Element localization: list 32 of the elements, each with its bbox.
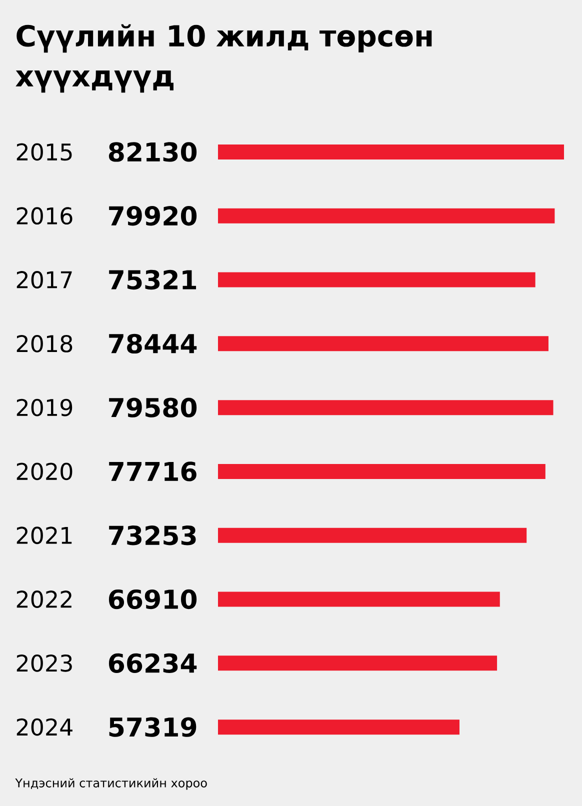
y-tick-label: 2022 <box>16 590 72 608</box>
bar <box>218 464 546 479</box>
y-tick-label: 2015 <box>16 143 72 161</box>
y-tick-label: 2024 <box>16 718 72 736</box>
data-label: 79580 <box>109 398 197 418</box>
chart-title: Сүүлийн 10 жилд төрсөн хүүхдүүд <box>16 24 432 93</box>
data-label: 66910 <box>108 589 197 610</box>
bar <box>218 400 554 416</box>
data-label: 75321 <box>109 270 196 290</box>
bar <box>218 720 460 735</box>
bar <box>218 656 498 671</box>
y-tick-label: 2023 <box>16 654 72 672</box>
bar <box>218 592 500 607</box>
y-tick-label: 2016 <box>16 207 72 225</box>
bar <box>218 272 536 288</box>
data-label: 73253 <box>109 526 196 546</box>
text: Үндэсний статистикийн хороо <box>15 778 207 790</box>
bar <box>218 144 564 160</box>
data-label: 77716 <box>109 462 196 482</box>
data-label: 66234 <box>108 653 197 674</box>
bar <box>218 336 548 352</box>
y-tick-label: 2019 <box>16 398 72 416</box>
y-tick-label: 2017 <box>16 271 72 288</box>
y-tick-label: 2020 <box>16 462 72 480</box>
bar <box>218 208 555 224</box>
data-label: 79920 <box>109 206 197 226</box>
data-label: 57319 <box>109 717 196 737</box>
y-tick-label: 2018 <box>16 334 72 352</box>
data-label: 82130 <box>108 142 197 162</box>
bar <box>218 528 527 543</box>
data-label: 78444 <box>109 334 197 354</box>
y-tick-label: 2021 <box>16 526 72 544</box>
